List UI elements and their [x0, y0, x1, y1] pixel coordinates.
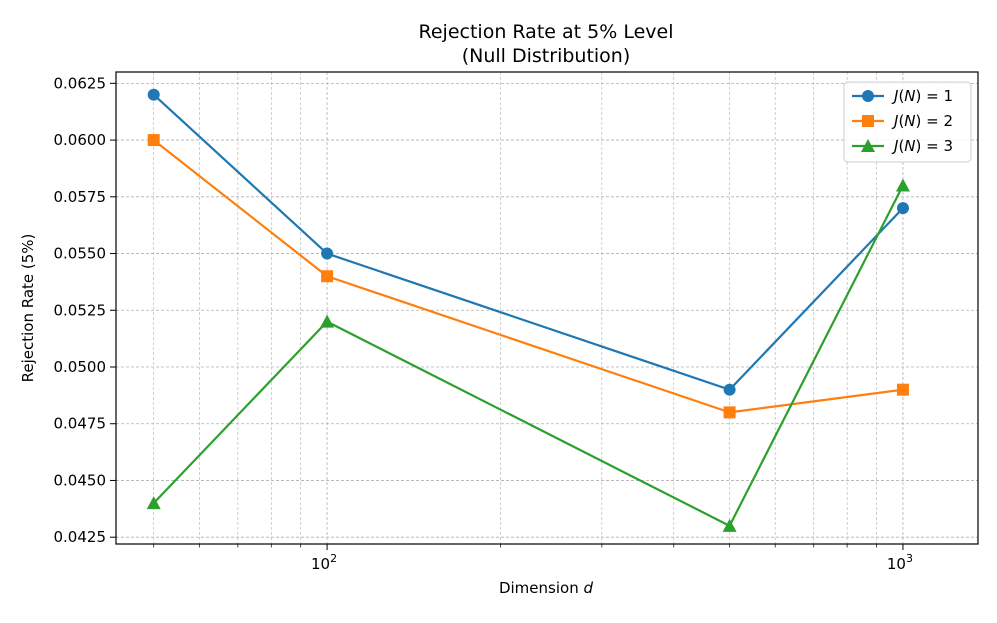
x-axis-label: Dimension d — [499, 579, 594, 597]
axis-ticks: 102 103 0.0425 0.0450 0.0475 0.0500 0.0525 0.05… — [54, 74, 913, 573]
y-tick-label: 0.0475 — [54, 415, 107, 433]
y-axis-label: Rejection Rate (5%) — [19, 234, 37, 383]
data-point — [321, 247, 334, 260]
plot-area — [116, 72, 978, 544]
data-point — [723, 383, 736, 396]
data-point — [320, 314, 335, 328]
series-1 — [147, 88, 909, 396]
data-point — [722, 518, 737, 532]
data-point — [146, 496, 161, 510]
x-tick-label: 102 — [311, 552, 337, 573]
series-2 — [147, 134, 909, 419]
y-tick-label: 0.0525 — [54, 301, 107, 319]
data-point — [895, 178, 910, 192]
legend-item-2: J(N) = 2 — [852, 112, 953, 130]
series-line — [152, 184, 904, 527]
legend-item-3: J(N) = 3 — [852, 137, 953, 155]
grid — [116, 72, 978, 544]
y-tick-label: 0.0550 — [54, 245, 107, 263]
legend-frame — [843, 81, 972, 163]
y-tick-label: 0.0450 — [54, 471, 107, 489]
y-tick-label: 0.0500 — [54, 358, 107, 376]
legend: J(N) = 1 J(N) = 2 J(N) = 3 — [843, 81, 972, 163]
y-tick-label: 0.0425 — [54, 528, 107, 546]
y-tick-label: 0.0575 — [54, 188, 107, 206]
data-point — [147, 134, 160, 147]
data-point — [896, 202, 909, 215]
legend-marker — [861, 139, 875, 152]
legend-item-1: J(N) = 1 — [852, 87, 953, 105]
chart-subtitle: (Null Distribution) — [462, 45, 631, 67]
legend-label: J(N) = 3 — [891, 137, 953, 155]
data-point — [147, 88, 160, 101]
data-point — [723, 406, 736, 419]
series-line — [152, 93, 904, 391]
legend-label: J(N) = 2 — [891, 112, 953, 130]
series-layer — [146, 88, 910, 532]
y-tick-label: 0.0600 — [54, 131, 107, 149]
series-3 — [146, 178, 910, 532]
x-tick-label: 103 — [887, 552, 913, 573]
y-tick-label: 0.0625 — [54, 74, 107, 92]
legend-marker — [862, 90, 874, 102]
data-point — [896, 383, 909, 396]
series-line — [153, 139, 904, 414]
legend-label: J(N) = 1 — [891, 87, 953, 105]
data-point — [321, 270, 334, 283]
legend-marker — [862, 115, 874, 127]
plot-frame — [115, 71, 979, 545]
chart-title: Rejection Rate at 5% Level — [419, 21, 674, 43]
